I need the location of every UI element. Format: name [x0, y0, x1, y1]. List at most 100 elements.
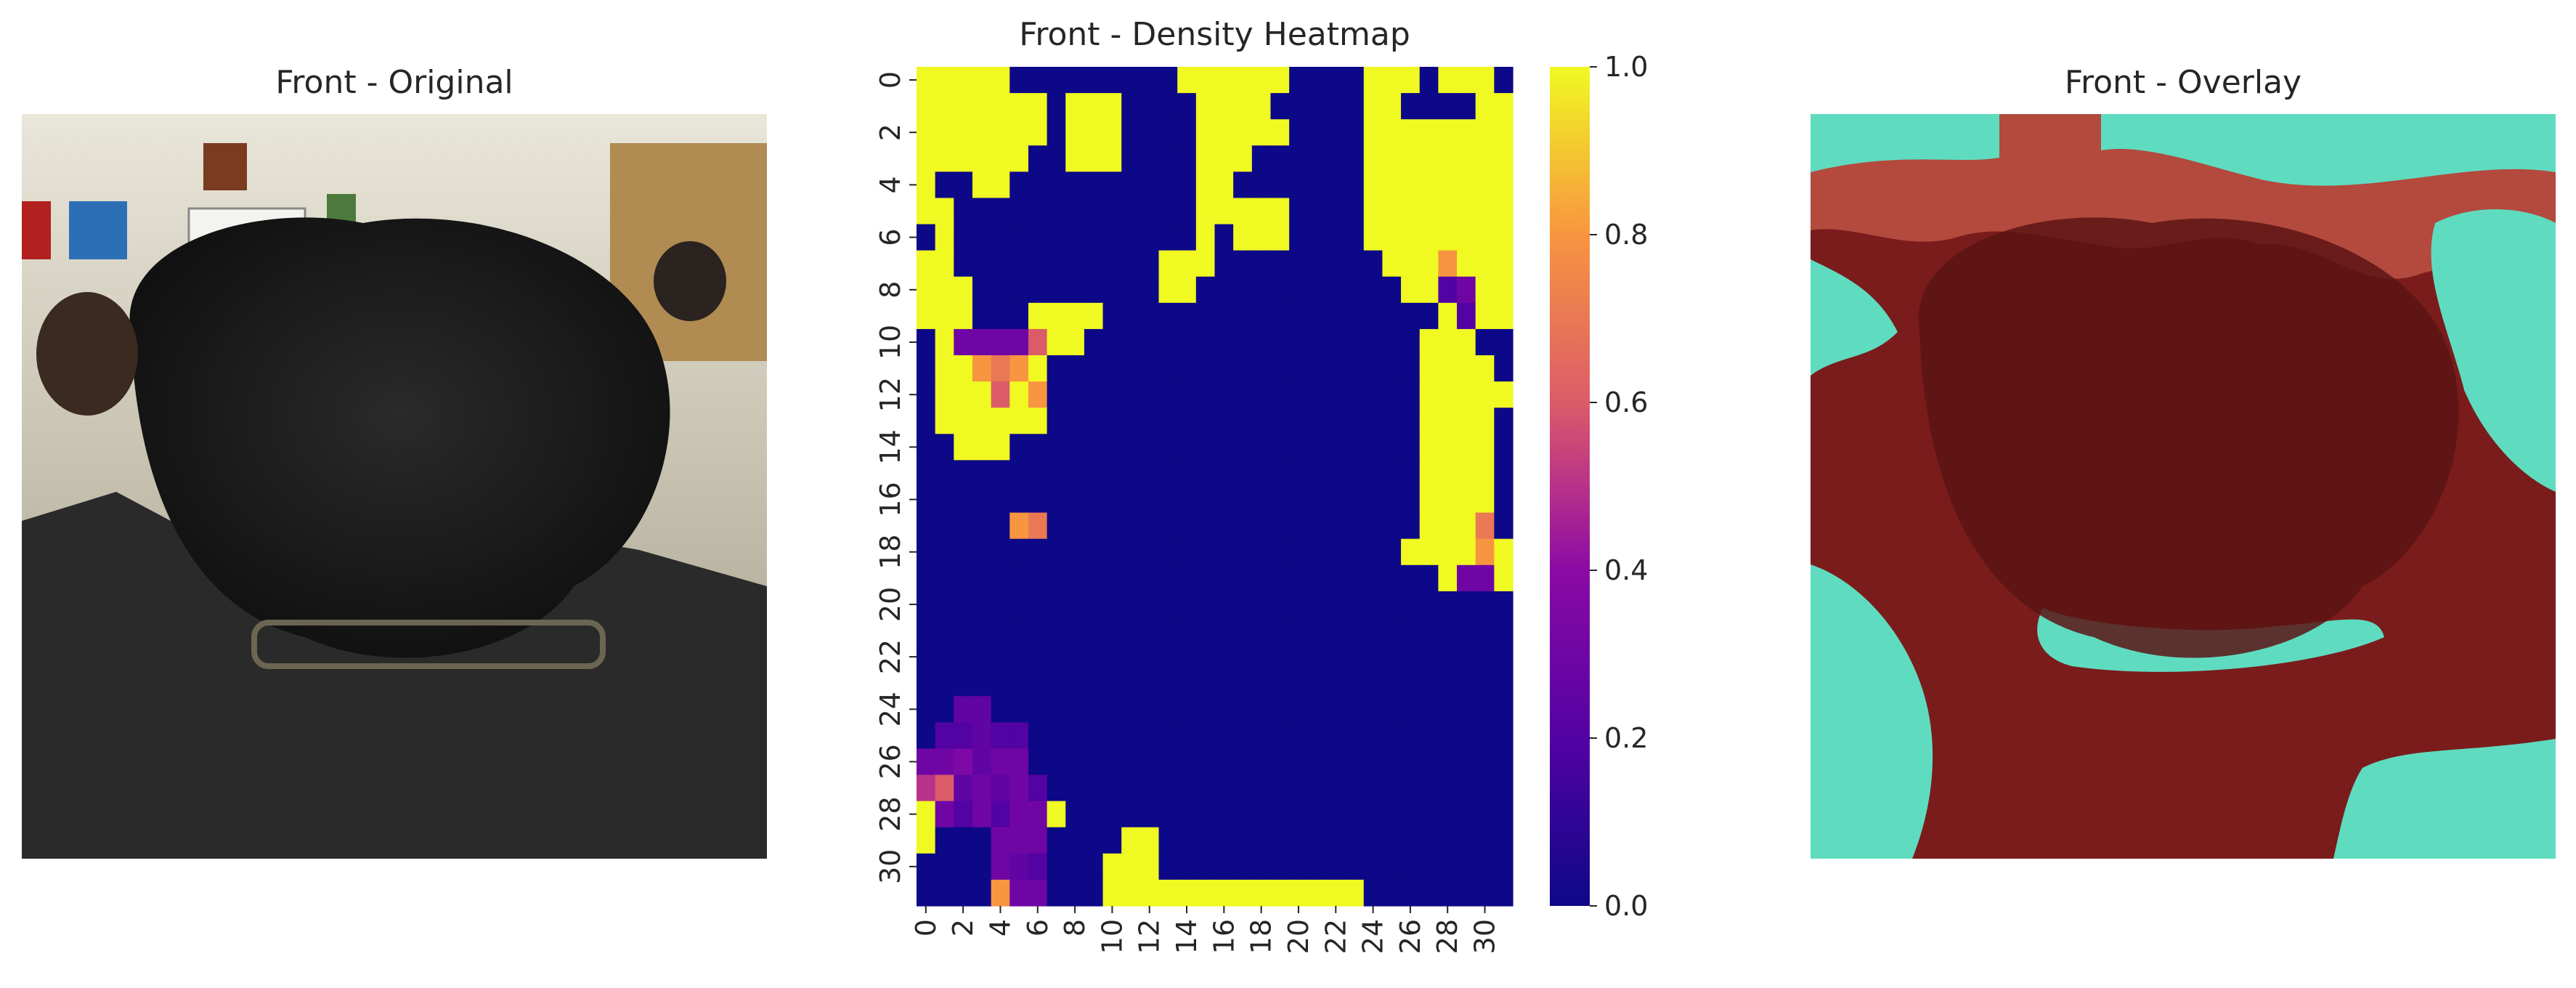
heatmap-cell [1102, 512, 1122, 540]
heatmap-cell [1419, 722, 1439, 750]
original-title: Front - Original [275, 64, 513, 101]
heatmap-cell [1438, 644, 1458, 671]
heatmap-cell [1401, 145, 1421, 172]
heatmap-cell [1065, 276, 1085, 304]
heatmap-cell [1457, 460, 1476, 487]
heatmap-cell [1047, 644, 1066, 671]
heatmap-cell [1177, 145, 1197, 172]
heatmap-cell [1326, 827, 1346, 854]
heatmap-cell [1307, 224, 1328, 251]
heatmap-cell [1028, 224, 1048, 251]
heatmap-cell [1251, 748, 1272, 776]
heatmap-cell [1047, 774, 1066, 802]
heatmap-cell [1009, 879, 1029, 907]
y-tick-label: 18 [874, 535, 906, 570]
heatmap-cell [1102, 827, 1122, 854]
heatmap-cell [935, 512, 954, 540]
heatmap-cell [1195, 67, 1216, 94]
heatmap-cell [1084, 328, 1104, 356]
heatmap-cell [1419, 801, 1439, 828]
heatmap-cell [972, 696, 992, 723]
heatmap-cell [954, 512, 973, 540]
heatmap-cell [1382, 774, 1402, 802]
heatmap-cell [1047, 827, 1066, 854]
heatmap-cell [1307, 591, 1328, 618]
heatmap-cell [1195, 355, 1216, 382]
heatmap-cell [1270, 408, 1290, 434]
heatmap-cell [1195, 827, 1216, 854]
heatmap-cell [935, 801, 954, 828]
heatmap-cell [917, 696, 936, 723]
heatmap-cell [1121, 408, 1141, 434]
heatmap-cell [1177, 617, 1197, 644]
heatmap-cell [1251, 93, 1272, 120]
heatmap-cell [972, 302, 992, 330]
heatmap-cell [1363, 748, 1384, 776]
heatmap-cell [935, 696, 954, 723]
heatmap-cell [972, 564, 992, 592]
heatmap-cell [1494, 644, 1513, 671]
heatmap-cell [1121, 512, 1141, 540]
heatmap-cell [1009, 355, 1029, 382]
overlay-photo [1811, 114, 2556, 859]
heatmap-cell [1065, 460, 1085, 487]
heatmap-cell [1326, 486, 1346, 514]
heatmap-cell [1009, 460, 1029, 487]
heatmap-cell [935, 67, 954, 94]
heatmap-cell [1251, 538, 1272, 566]
heatmap-cell [1401, 381, 1421, 408]
heatmap-cell [1233, 302, 1253, 330]
heatmap-cell [1401, 644, 1421, 671]
heatmap-cell [917, 748, 936, 776]
heatmap-cell [1177, 198, 1197, 225]
heatmap-cell [1121, 853, 1141, 880]
heatmap-cell [1195, 328, 1216, 356]
heatmap-cell [1195, 460, 1216, 487]
heatmap-cell [1251, 198, 1272, 225]
heatmap-cell [1065, 617, 1085, 644]
heatmap-cell [991, 617, 1010, 644]
heatmap-cell [1382, 198, 1402, 225]
heatmap-cell [972, 408, 992, 434]
heatmap-cell [1382, 250, 1402, 278]
heatmap-cell [1158, 171, 1178, 199]
heatmap-cell [1065, 93, 1085, 120]
heatmap-cell [1401, 224, 1421, 251]
heatmap-cell [1307, 171, 1328, 199]
heatmap-cell [1419, 302, 1439, 330]
heatmap-cell [1475, 486, 1495, 514]
heatmap-cell [991, 827, 1010, 854]
heatmap-cell [1419, 644, 1439, 671]
heatmap-cell [1289, 591, 1309, 618]
heatmap-cell [1307, 276, 1328, 304]
heatmap-cell [1102, 853, 1122, 880]
heatmap-cell [1102, 224, 1122, 251]
heatmap-cell [1307, 696, 1328, 723]
heatmap-cell [1158, 801, 1178, 828]
x-tick-label: 2 [947, 919, 979, 936]
heatmap-cell [1158, 355, 1178, 382]
heatmap-cell [1102, 670, 1122, 697]
heatmap-cell [1139, 408, 1160, 434]
x-tick-label: 30 [1469, 919, 1501, 954]
heatmap-cell [1102, 564, 1122, 592]
heatmap-cell [1047, 328, 1066, 356]
heatmap-cell [1438, 670, 1458, 697]
heatmap-cell [1139, 512, 1160, 540]
heatmap-cell [1475, 145, 1495, 172]
heatmap-cell [1251, 381, 1272, 408]
heatmap-cell [1270, 801, 1290, 828]
heatmap-cell [917, 853, 936, 880]
heatmap-cell [1382, 591, 1402, 618]
x-tick-label: 6 [1022, 919, 1054, 936]
heatmap-cell [954, 617, 973, 644]
heatmap-cell [1457, 748, 1476, 776]
heatmap-cell [917, 879, 936, 907]
heatmap-cell [954, 408, 973, 434]
heatmap-cell [1326, 879, 1346, 907]
heatmap-cell [1457, 434, 1476, 461]
heatmap-cell [1251, 67, 1272, 94]
heatmap-cell [1494, 722, 1513, 750]
heatmap-cell [1345, 276, 1365, 304]
